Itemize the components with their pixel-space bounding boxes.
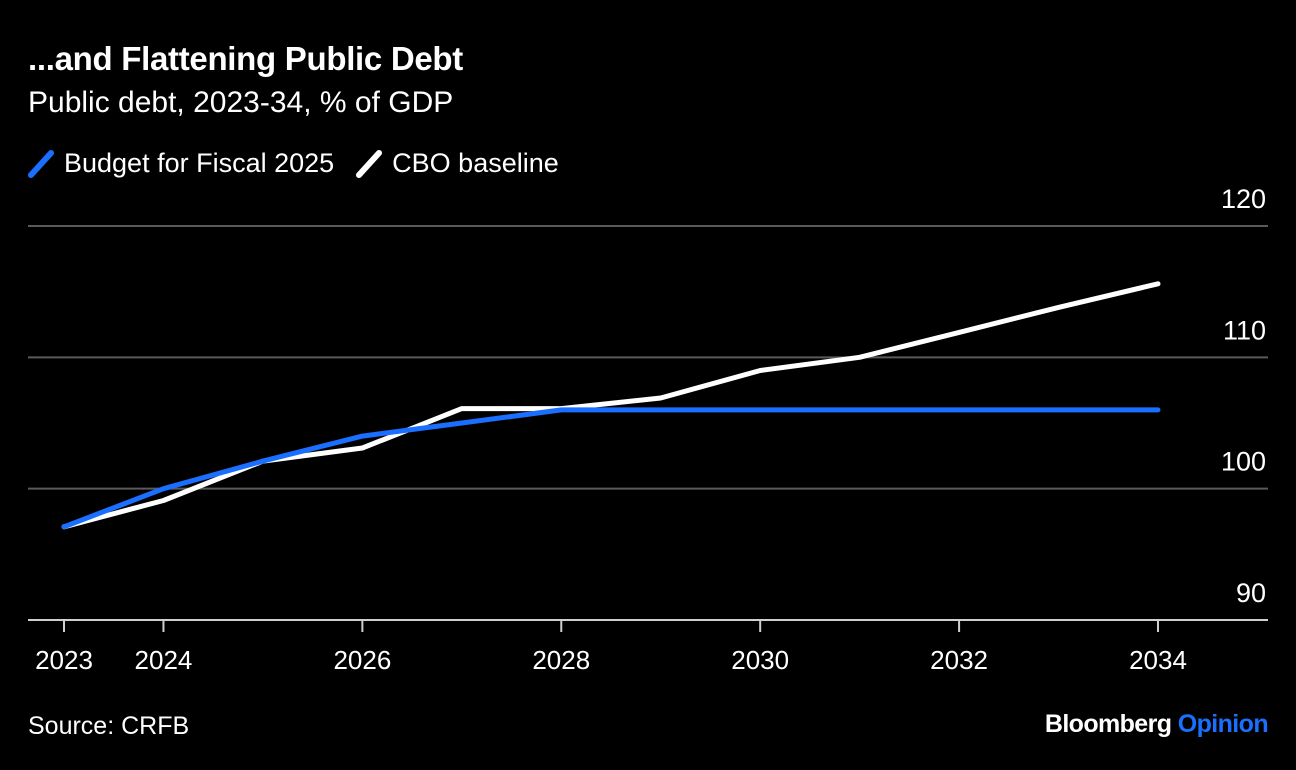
legend-swatch-cbo-line — [356, 149, 383, 178]
legend-item-cbo: CBO baseline — [356, 148, 559, 179]
y-tick-label-90: 90 — [1236, 578, 1266, 608]
x-tick-label-2023: 2023 — [35, 645, 93, 675]
y-tick-label-100: 100 — [1221, 447, 1266, 477]
legend-swatch-budget-icon — [28, 149, 54, 178]
brand-accent: Opinion — [1177, 710, 1269, 738]
x-tick-label-2028: 2028 — [532, 645, 590, 675]
x-tick-label-2032: 2032 — [930, 645, 988, 675]
x-tick-label-2030: 2030 — [731, 645, 789, 675]
legend-swatch-cbo-icon — [356, 149, 383, 178]
y-tick-label-120: 120 — [1221, 184, 1266, 214]
series-line-cbo — [61, 281, 1161, 530]
chart-title: ...and Flattening Public Debt — [28, 40, 463, 77]
series-lines — [61, 281, 1161, 530]
legend-label-budget: Budget for Fiscal 2025 — [64, 148, 335, 178]
series-line-budget — [61, 407, 1161, 530]
y-tick-label-110: 110 — [1223, 315, 1266, 345]
brand-logo: Bloomberg Opinion — [1044, 710, 1269, 739]
source-note: Source: CRFB — [28, 712, 190, 740]
legend-item-budget: Budget for Fiscal 2025 — [28, 148, 334, 179]
x-axis: 2023 2024 2026 2028 2030 2032 2034 — [35, 620, 1187, 675]
brand-main: Bloomberg — [1044, 710, 1172, 738]
gridlines — [28, 225, 1268, 621]
chart-subtitle: Public debt, 2023-34, % of GDP — [28, 86, 454, 119]
x-tick-label-2024: 2024 — [135, 645, 193, 675]
x-tick-label-2026: 2026 — [333, 645, 391, 675]
legend-label-cbo: CBO baseline — [392, 148, 559, 178]
y-axis-labels: 90 100 110 120 — [1221, 184, 1266, 608]
legend-swatch-budget-line — [28, 149, 54, 178]
x-tick-label-2034: 2034 — [1129, 645, 1187, 675]
chart-legend: Budget for Fiscal 2025 CBO baseline — [28, 148, 581, 179]
